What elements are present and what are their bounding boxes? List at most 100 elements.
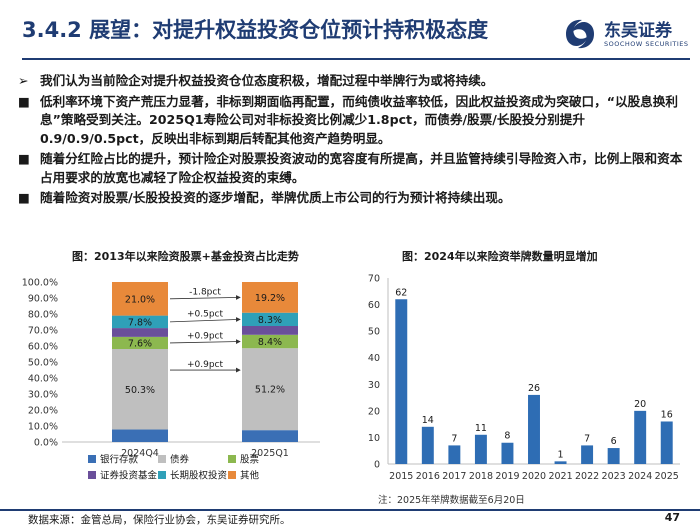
logo-text-en: SOOCHOW SECURITIES (604, 40, 689, 48)
data-label: 7 (451, 433, 457, 444)
bullet-item: ■ 随着险资对股票/长股投投资的逐步增配，举牌优质上市公司的行为预计将持续出现。 (18, 189, 688, 208)
page-number: 47 (664, 511, 680, 524)
legend-swatch (158, 471, 166, 479)
bar (421, 426, 434, 464)
bullet-text: 我们认为当前险企对提升权益投资仓位态度积极，增配过程中举牌行为或将持续。 (40, 73, 494, 88)
data-label: 21.0% (125, 294, 155, 305)
y-tick-label: 30.0% (28, 390, 58, 401)
y-tick-label: 0 (374, 460, 380, 471)
legend-swatch (158, 455, 166, 463)
change-annotation: +0.9pct (187, 332, 224, 342)
footer-divider (0, 509, 700, 511)
logo-text-cn: 东吴证券 (604, 21, 672, 41)
x-tick-label: 2022 (575, 471, 599, 482)
legend-label: 债券 (170, 454, 190, 466)
x-tick-label: 2024Q4 (121, 448, 159, 459)
bar (660, 421, 673, 464)
data-label: 11 (475, 423, 487, 434)
bullet-list: ➢ 我们认为当前险企对提升权益投资仓位态度积极，增配过程中举牌行为或将持续。 ■… (18, 72, 688, 210)
x-tick-label: 2018 (469, 471, 493, 482)
arrow-bullet-icon: ➢ (18, 73, 29, 88)
data-label: 1 (558, 449, 564, 460)
bar-segment (242, 312, 298, 326)
y-tick-label: 60 (368, 300, 380, 311)
y-tick-label: 70.0% (28, 326, 58, 337)
stacked-bar-chart: 0.0% 10.0% 20.0% 30.0% 40.0% 50.0% 60.0% 70.0% 8… (22, 278, 320, 482)
y-tick-label: 30 (368, 380, 380, 391)
bar-segment (112, 349, 168, 430)
bullet-item: ■ 低利率环境下资产荒压力显著，非标到期面临再配置，而纯债收益率较低，因此权益投… (18, 93, 688, 149)
brand-logo: 东吴证券 SOOCHOW SECURITIES (560, 10, 695, 58)
x-tick-label: 2024 (628, 471, 652, 482)
x-tick-label: 2017 (442, 471, 466, 482)
change-arrow (169, 317, 241, 323)
bullet-text: 随着分红险占比的提升，预计险企对股票投资波动的宽容度有所提高，并且监管持续引导险… (40, 151, 683, 185)
legend-swatch (228, 455, 236, 463)
change-annotation: +0.5pct (187, 309, 224, 319)
bar (474, 434, 487, 464)
legend-label: 其他 (240, 470, 260, 482)
data-label: 62 (395, 287, 407, 298)
bar (501, 442, 514, 464)
y-tick-label: 100.0% (22, 278, 58, 289)
data-label: 8.4% (258, 337, 282, 348)
data-label: 14 (422, 415, 434, 426)
x-tick-label: 2016 (416, 471, 440, 482)
x-tick-label: 2020 (522, 471, 546, 482)
bar-segment (242, 348, 298, 431)
data-label: 20 (634, 399, 646, 410)
y-tick-label: 10.0% (28, 422, 58, 433)
chart1-title: 图：2013年以来险资股票+基金投资占比走势 (72, 250, 299, 263)
bar-chart: 0102030405060706220151420167201711201882… (368, 274, 680, 506)
change-arrow (169, 339, 241, 345)
bullet-text: 低利率环境下资产荒压力显著，非标到期面临再配置，而纯债收益率较低，因此权益投资成… (40, 93, 678, 146)
bar-segment (242, 282, 298, 313)
data-label: 16 (661, 409, 673, 420)
x-tick-label: 2025Q1 (251, 448, 289, 459)
data-source: 数据来源：金管总局，保险行业协会，东吴证券研究所。 (28, 514, 291, 526)
bar (448, 445, 461, 464)
legend-swatch (88, 471, 96, 479)
data-label: 8.3% (258, 315, 282, 326)
bar-segment (112, 328, 168, 337)
soochow-logo-icon (566, 19, 594, 49)
bar (528, 394, 540, 464)
data-label: 51.2% (255, 385, 285, 396)
legend-swatch (88, 455, 96, 463)
page-title: 3.4.2 展望：对提升权益投资仓位预计持积极态度 (22, 18, 489, 42)
bar-segment (242, 326, 298, 335)
square-bullet-icon: ■ (18, 151, 30, 166)
bar-segment (112, 282, 168, 316)
y-tick-label: 40.0% (28, 374, 58, 385)
y-tick-label: 20.0% (28, 406, 58, 417)
title-divider (22, 58, 690, 60)
legend-label: 股票 (240, 455, 260, 466)
bar (607, 448, 620, 464)
square-bullet-icon: ■ (18, 93, 30, 109)
x-tick-label: 2015 (389, 471, 413, 482)
y-tick-label: 50 (368, 327, 380, 338)
bar (395, 299, 408, 464)
y-tick-label: 10 (368, 433, 380, 444)
legend-label: 证券投资基金 (100, 470, 158, 482)
bar (634, 410, 647, 464)
bullet-item: ➢ 我们认为当前险企对提升权益投资仓位态度积极，增配过程中举牌行为或将持续。 (18, 72, 688, 91)
y-tick-label: 80.0% (28, 310, 58, 321)
y-tick-label: 50.0% (28, 358, 58, 369)
bullet-item: ■ 随着分红险占比的提升，预计险企对股票投资波动的宽容度有所提高，并且监管持续引… (18, 150, 688, 187)
data-label: 7 (584, 433, 590, 444)
change-annotation: +0.9pct (187, 360, 224, 370)
data-label: 50.3% (125, 385, 155, 396)
y-tick-label: 40 (368, 353, 380, 364)
y-tick-label: 0.0% (34, 438, 58, 449)
bar-segment (112, 336, 168, 350)
chart2-title: 图：2024年以来险资举牌数量明显增加 (402, 250, 598, 263)
x-tick-label: 2025 (655, 471, 679, 482)
x-tick-label: 2023 (602, 471, 626, 482)
square-bullet-icon: ■ (18, 190, 30, 205)
legend-label: 银行存款 (100, 454, 139, 466)
data-label: 6 (611, 436, 617, 447)
data-label: 7.8% (128, 317, 152, 328)
y-tick-label: 90.0% (28, 294, 58, 305)
data-label: 26 (528, 383, 540, 394)
